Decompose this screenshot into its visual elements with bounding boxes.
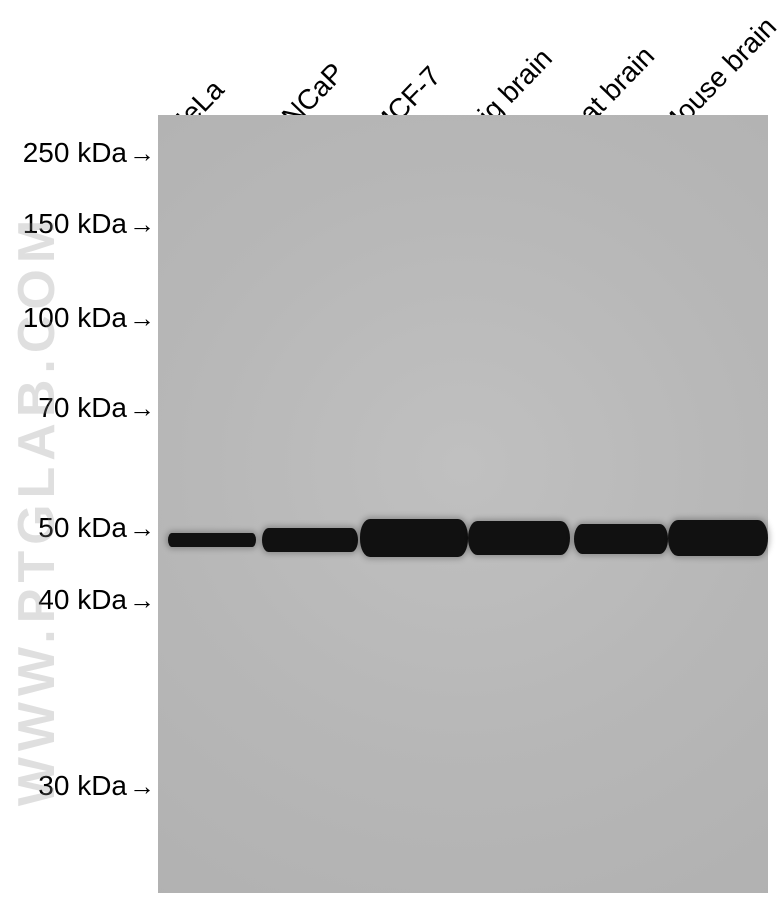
mw-label: 30 kDa → [38,770,155,802]
mw-text: 70 kDa [38,392,127,424]
arrow-icon: → [129,138,155,169]
mw-text: 100 kDa [23,302,127,334]
blot-membrane [158,115,768,893]
mw-label: 40 kDa → [38,584,155,616]
arrow-icon: → [129,771,155,802]
mw-text: 40 kDa [38,584,127,616]
mw-label: 150 kDa → [23,208,155,240]
arrow-icon: → [129,513,155,544]
mw-text: 150 kDa [23,208,127,240]
band [468,521,570,555]
arrow-icon: → [129,393,155,424]
arrow-icon: → [129,209,155,240]
band [360,519,468,557]
mw-text: 50 kDa [38,512,127,544]
mw-text: 30 kDa [38,770,127,802]
band [668,520,768,556]
mw-label: 70 kDa → [38,392,155,424]
lane-labels: HeLa LNCaP MCF-7 Pig brain Rat brain Mou… [0,0,777,120]
watermark: WWW.PTGLAB.COM [2,160,72,860]
mw-label: 250 kDa → [23,137,155,169]
figure-container: HeLa LNCaP MCF-7 Pig brain Rat brain Mou… [0,0,777,901]
blot-shading [158,115,768,893]
mw-label: 100 kDa → [23,302,155,334]
mw-label: 50 kDa → [38,512,155,544]
band [262,528,358,552]
band [574,524,668,554]
arrow-icon: → [129,303,155,334]
mw-text: 250 kDa [23,137,127,169]
arrow-icon: → [129,585,155,616]
band [168,533,256,547]
